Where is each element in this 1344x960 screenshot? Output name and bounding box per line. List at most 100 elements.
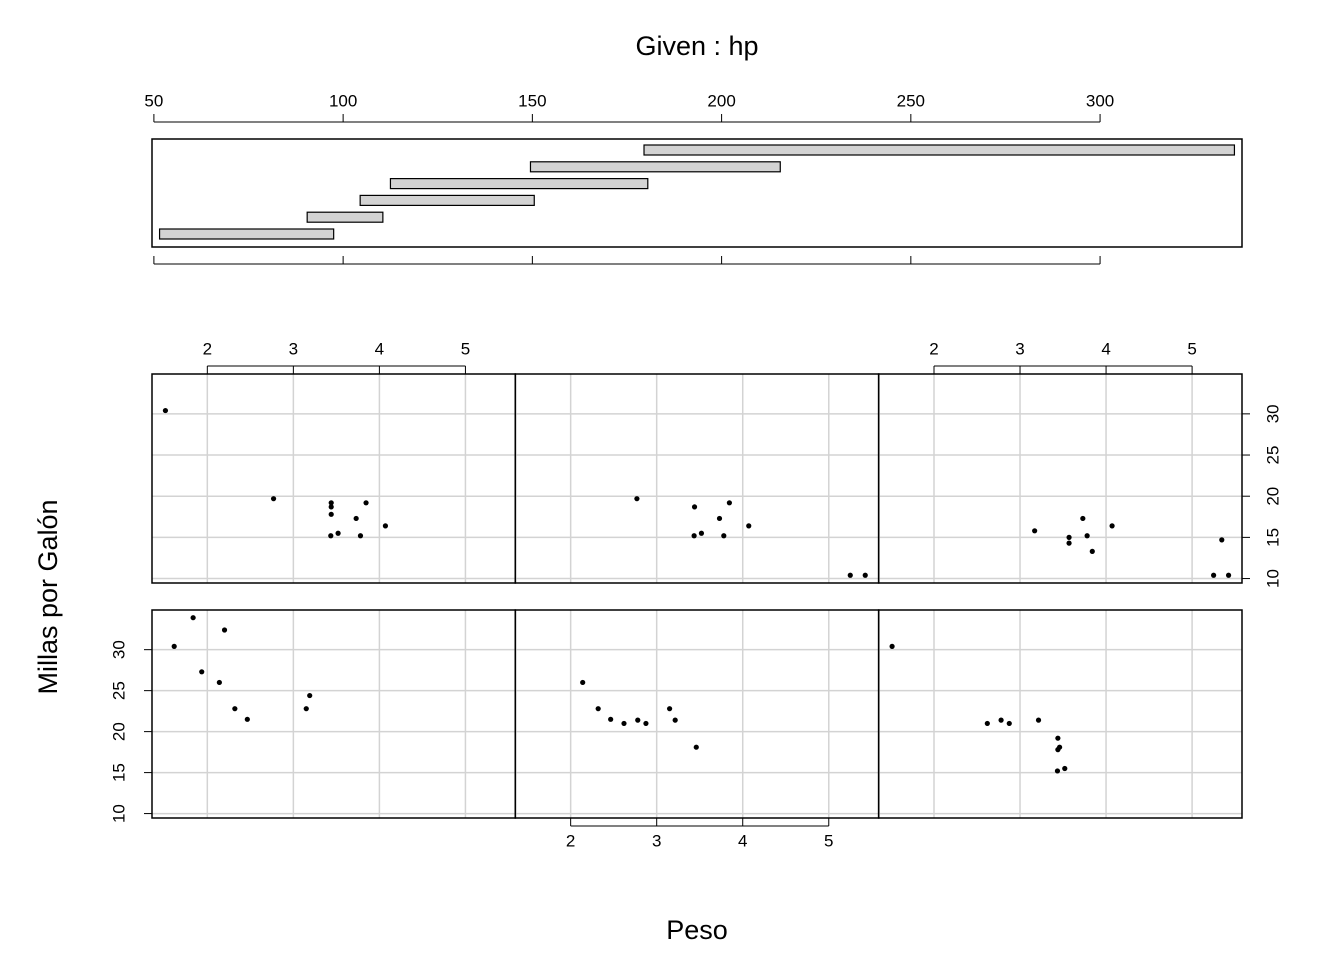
point <box>1006 720 1012 727</box>
x-tick-label: 2 <box>566 831 575 850</box>
point <box>1109 523 1115 529</box>
point <box>232 706 238 712</box>
point <box>1080 515 1086 522</box>
given-interval <box>158 228 335 240</box>
chart-title: Given : hp <box>635 31 758 61</box>
panel-frame <box>877 609 1243 819</box>
point <box>171 643 177 649</box>
point <box>1066 540 1072 546</box>
x-tick-label: 4 <box>1101 339 1110 358</box>
y-tick-label: 30 <box>109 640 128 659</box>
given-interval <box>529 161 781 173</box>
y-tick-label: 10 <box>1263 569 1282 588</box>
point <box>847 572 853 578</box>
point <box>328 504 334 510</box>
point <box>595 706 601 712</box>
given-tick-label: 300 <box>1086 91 1114 110</box>
point <box>691 533 697 539</box>
x-tick-label: 2 <box>929 339 938 358</box>
point <box>190 615 196 621</box>
point <box>162 407 169 414</box>
point <box>221 627 228 633</box>
x-tick-label: 2 <box>203 339 212 358</box>
x-tick-label: 3 <box>652 831 661 850</box>
given-tick-label: 100 <box>329 91 357 110</box>
x-tick-label: 5 <box>824 831 833 850</box>
given-interval <box>359 194 535 206</box>
y-tick-label: 20 <box>109 722 128 741</box>
x-tick-label: 5 <box>1187 339 1196 358</box>
point <box>270 496 277 502</box>
given-frame <box>151 138 1243 248</box>
point <box>1054 768 1061 774</box>
given-interval <box>306 211 384 223</box>
x-tick-label: 3 <box>289 339 298 358</box>
point <box>621 720 627 727</box>
point <box>1035 717 1042 723</box>
x-tick-label: 3 <box>1015 339 1024 358</box>
point <box>998 717 1004 723</box>
y-tick-label: 30 <box>1263 404 1282 423</box>
y-tick-label: 15 <box>1263 528 1282 547</box>
point <box>353 515 359 522</box>
point <box>608 716 614 722</box>
point <box>1089 548 1095 554</box>
point <box>693 744 699 750</box>
point <box>1225 572 1232 578</box>
point <box>199 669 205 675</box>
point <box>672 717 678 723</box>
point <box>726 500 732 506</box>
point <box>984 720 990 727</box>
given-tick-label: 150 <box>518 91 546 110</box>
y-tick-label: 20 <box>1263 487 1282 506</box>
point <box>1062 765 1068 772</box>
x-axis-title: Peso <box>666 915 728 945</box>
point <box>698 530 705 536</box>
point <box>634 496 640 502</box>
point <box>363 500 369 506</box>
point <box>1211 572 1217 578</box>
x-tick-label: 5 <box>461 339 470 358</box>
point <box>862 572 868 578</box>
point <box>1055 747 1061 753</box>
point <box>1066 534 1072 540</box>
point <box>328 511 334 517</box>
point <box>889 643 895 649</box>
point <box>635 717 641 723</box>
y-tick-label: 25 <box>109 681 128 700</box>
point <box>328 500 334 506</box>
point <box>691 504 698 510</box>
given-interval <box>389 178 649 190</box>
point <box>244 716 250 722</box>
point <box>357 533 364 539</box>
y-axis-title: Millas por Galón <box>33 499 63 694</box>
given-interval <box>643 144 1236 156</box>
point <box>746 523 752 529</box>
y-tick-label: 15 <box>109 763 128 782</box>
y-tick-label: 10 <box>109 804 128 823</box>
y-tick-label: 25 <box>1263 446 1282 465</box>
point <box>382 523 389 529</box>
point <box>666 706 673 712</box>
point <box>303 706 309 712</box>
point <box>1084 533 1090 539</box>
point <box>307 692 313 699</box>
point <box>580 679 586 686</box>
point <box>643 720 649 727</box>
point <box>216 679 222 686</box>
point <box>328 533 334 539</box>
x-tick-label: 4 <box>375 339 384 358</box>
point <box>716 515 723 522</box>
point <box>1055 735 1061 741</box>
given-tick-label: 200 <box>707 91 735 110</box>
given-tick-label: 250 <box>897 91 925 110</box>
given-tick-label: 50 <box>144 91 163 110</box>
x-tick-label: 4 <box>738 831 747 850</box>
point <box>335 530 341 536</box>
panel-frame <box>877 373 1243 584</box>
point <box>1032 528 1038 534</box>
point <box>1219 537 1225 543</box>
point <box>721 533 727 539</box>
